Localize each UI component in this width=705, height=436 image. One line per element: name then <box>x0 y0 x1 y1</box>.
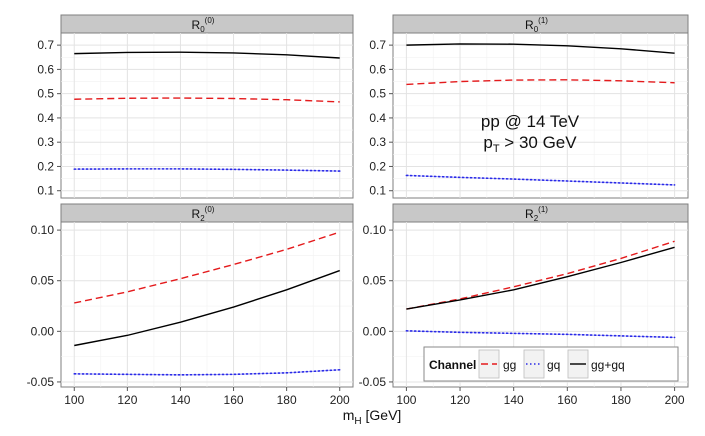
series-line-gg <box>406 240 675 310</box>
series-line-gq <box>405 330 676 339</box>
y-tick-label: 0.5 <box>369 87 386 101</box>
y-tick-label: 0.2 <box>37 159 54 173</box>
y-tick-label: 0.1 <box>369 184 386 198</box>
annotation-line-2: pT > 30 GeV <box>483 133 577 155</box>
series-line-gg-plus-gq <box>406 246 675 310</box>
x-tick-label: 100 <box>396 393 416 407</box>
legend-label: gg <box>503 358 516 372</box>
x-tick-label: 200 <box>665 393 685 407</box>
series-line-gg-plus-gq <box>406 43 675 54</box>
y-tick-label: 0.1 <box>37 184 54 198</box>
series-line-gg <box>74 97 340 103</box>
gridlines <box>61 33 353 198</box>
panel-title: R2(1) <box>525 205 548 223</box>
series-line-gg <box>406 79 675 86</box>
x-tick-label: 160 <box>224 393 244 407</box>
x-tick-label: 140 <box>504 393 524 407</box>
y-tick-label: 0.10 <box>363 223 387 237</box>
series-line-gq <box>73 168 341 172</box>
panel-title: R2(0) <box>192 205 215 223</box>
y-tick-label: 0.5 <box>37 87 54 101</box>
legend-key <box>478 349 500 379</box>
series-line-gg-plus-gq <box>74 51 340 59</box>
y-tick-label: 0.00 <box>363 324 387 338</box>
y-tick-label: 0.3 <box>369 135 386 149</box>
y-tick-label: 0.7 <box>37 38 54 52</box>
series-line-gg-plus-gq <box>74 269 340 347</box>
y-tick-label: 0.4 <box>37 111 54 125</box>
panel-1: R0(0) 0.1 0.2 0.3 0.4 0.5 0.6 0.7 <box>37 14 354 199</box>
y-tick-label: 0.6 <box>369 62 386 76</box>
x-tick-label: 140 <box>170 393 190 407</box>
x-tick-label: 120 <box>117 393 137 407</box>
x-tick-label: 160 <box>557 393 577 407</box>
y-tick-label: -0.05 <box>359 375 387 389</box>
panel-2: R0(1) 0.1 0.2 0.3 0.4 0.5 0.6 0.7 <box>369 14 689 199</box>
panel-title: R0(0) <box>192 16 215 34</box>
x-tick-label: 180 <box>611 393 631 407</box>
y-tick-label: 0.4 <box>369 111 386 125</box>
legend: Channel gg gq gg+gq <box>423 346 679 382</box>
series-line-gq <box>73 368 341 376</box>
series-line-gg <box>74 231 340 304</box>
y-tick-label: 0.2 <box>369 159 386 173</box>
series-line-gq <box>405 174 676 186</box>
panel-title: R0(1) <box>525 16 548 34</box>
x-tick-label: 180 <box>277 393 297 407</box>
gridlines <box>393 33 688 198</box>
x-axis-label: mH [GeV] <box>343 407 402 427</box>
x-tick-label: 200 <box>330 393 350 407</box>
annotation-line-1: pp @ 14 TeV <box>481 112 580 131</box>
y-tick-label: -0.05 <box>27 375 55 389</box>
x-tick-label: 120 <box>450 393 470 407</box>
y-tick-label: 0.00 <box>31 324 55 338</box>
y-tick-label: 0.05 <box>31 274 55 288</box>
legend-title: Channel <box>429 358 476 372</box>
x-tick-label: 100 <box>64 393 84 407</box>
y-tick-label: 0.05 <box>363 274 387 288</box>
panel-3: R2(0) -0.05 0.00 0.05 0.10 100 120 140 160 180 200 <box>27 203 354 407</box>
y-tick-label: 0.6 <box>37 62 54 76</box>
legend-box <box>423 346 679 382</box>
legend-label: gg+gq <box>591 358 625 372</box>
y-tick-label: 0.3 <box>37 135 54 149</box>
y-tick-label: 0.7 <box>369 38 386 52</box>
gridlines <box>61 222 353 387</box>
legend-label: gq <box>547 358 560 372</box>
y-tick-label: 0.10 <box>31 223 55 237</box>
